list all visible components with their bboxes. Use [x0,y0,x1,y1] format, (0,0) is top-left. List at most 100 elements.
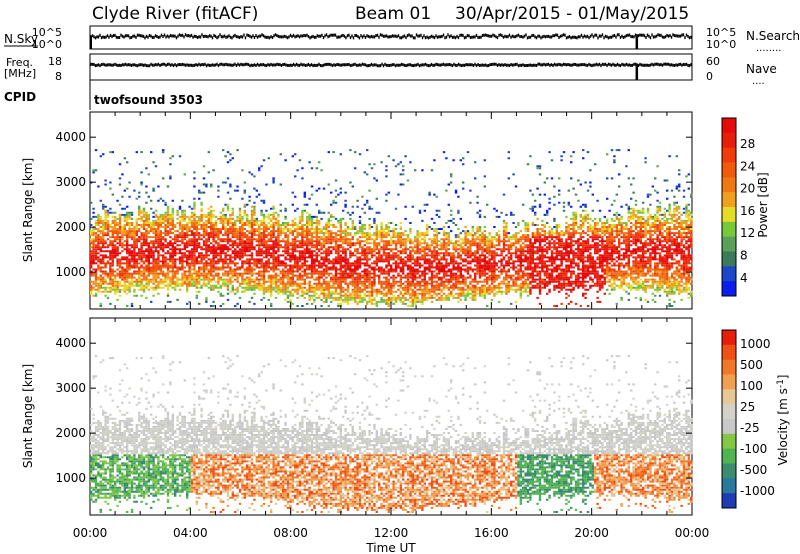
power-cells-3 [90,230,693,307]
nsky-series [90,33,692,40]
power-colorbar-label: Power [dB] [756,172,770,237]
velocity-cells-7 [190,454,693,513]
power-cells-0 [90,203,693,307]
freq-series [90,62,692,68]
power-cells-4 [90,232,693,307]
colorbar-swatch [722,389,736,405]
nave-label: Nave [746,62,777,76]
freq-panel [89,53,693,81]
colorbar-tick-label: 12 [740,226,755,240]
power-ytick-label: 2000 [55,220,86,234]
colorbar-tick-label: -100 [740,442,767,456]
x-tick-label: 04:00 [173,526,208,540]
velocity-ylabel: Slant Range [km] [21,364,35,468]
power-colorbar: 28 24 20 16 12 8 4 [721,117,755,297]
colorbar-swatch [722,281,736,297]
colorbar-swatch [722,330,736,346]
nave-tick-high: 60 [706,55,720,68]
freq-unit: [MHz] [4,67,36,80]
colorbar-swatch [722,359,736,375]
colorbar-swatch [722,463,736,479]
nsearch-tick-low: 10^0 [706,38,736,51]
power-ytick-label: 4000 [55,130,86,144]
colorbar-swatch [722,448,736,464]
colorbar-swatch [722,344,736,361]
velocity-colorbar-label: Velocity [m s-1] [776,375,790,466]
colorbar-tick-label: 100 [740,379,763,393]
colorbar-swatch [722,132,736,149]
colorbar-swatch [722,192,736,208]
x-tick-label: 00:00 [675,526,710,540]
colorbar-swatch [722,404,736,420]
colorbar-swatch [722,177,736,193]
cpid-label: CPID [4,90,36,104]
colorbar-swatch [722,207,736,223]
velocity-cells-8 [190,454,693,513]
x-tick-label: 20:00 [574,526,609,540]
x-axis-label: Time UT [365,541,416,554]
axes-layer: 1000 2000 3000 4000 1000 2000 3000 4000 [55,130,692,485]
colorbar-tick-label: 28 [740,137,755,151]
station-title: Clyde River (fitACF) [92,4,258,24]
colorbar-tick-label: 25 [740,400,755,414]
colorbar-tick-label: 24 [740,159,755,173]
velocity-cells-2 [90,454,594,513]
x-tick-label: 08:00 [273,526,308,540]
power-cells-2 [90,213,693,299]
nsky-label: N.Sky [4,32,38,46]
colorbar-tick-label: -1000 [740,484,775,498]
x-axis: 00:00 04:00 08:00 12:00 16:00 20:00 00:00 [73,112,710,540]
colorbar-swatch [722,478,736,494]
colorbar-swatch [722,433,736,450]
velocity-cells-6 [190,454,693,513]
velocity-cells-1 [90,454,191,511]
colorbar-tick-label: 8 [740,249,748,263]
colorbar-swatch [722,266,736,282]
x-tick-label: 12:00 [374,526,409,540]
nsearch-tick-high: 10^5 [706,26,736,39]
velocity-ytick-label: 4000 [55,336,86,350]
power-cells-6 [90,203,693,307]
velocity-ytick-label: 2000 [55,426,86,440]
colorbar-tick-label: 16 [740,204,755,218]
nave-tick-low: 0 [706,70,713,83]
nsky-tick-low: 10^0 [32,38,62,51]
power-ytick-label: 1000 [55,265,86,279]
colorbar-tick-label: 20 [740,182,755,196]
colorbar-tick-label: 500 [740,358,763,372]
colorbar-tick-label: 1000 [740,337,771,351]
velocity-ytick-label: 1000 [55,471,86,485]
freq-trace [90,62,692,80]
colorbar-tick-label: -25 [740,421,760,435]
velocity-heatmap [90,355,693,513]
colorbar-swatch [722,374,736,390]
colorbar-frame [721,117,737,297]
colorbar-swatch [722,419,736,435]
nave-dots: .... [752,76,765,87]
power-cells-10 [92,201,690,307]
nsearch-label: N.Search [746,29,800,43]
power-cells-5 [90,224,693,307]
colorbar-swatch [722,236,736,252]
velocity-colorbar: 1000 500 100 25 -25 -100 -500 -1000 [721,329,775,509]
colorbar-swatch [722,147,736,163]
beam-label: Beam 01 [355,4,431,24]
freq-tick-low: 8 [55,70,62,83]
velocity-cells-3 [90,355,693,455]
colorbar-tick-label: -500 [740,463,767,477]
freq-tick-high: 18 [48,55,62,68]
colorbar-swatch [722,251,736,267]
velocity-cells-4 [90,355,693,455]
cpid-value: twofsound 3503 [94,93,203,107]
freq-label: Freq. [6,56,33,69]
velocity-ytick-label: 3000 [55,381,86,395]
colorbar-tick-label: 4 [740,271,748,285]
nsky-tick-high: 10^5 [32,26,62,39]
colorbar-swatch [722,221,736,238]
power-ylabel: Slant Range [km] [21,158,35,262]
date-range: 30/Apr/2015 - 01/May/2015 [455,4,689,24]
x-tick-label: 16:00 [474,526,509,540]
velocity-cells-5 [190,454,693,513]
nsearch-dots: ........ [756,43,781,54]
